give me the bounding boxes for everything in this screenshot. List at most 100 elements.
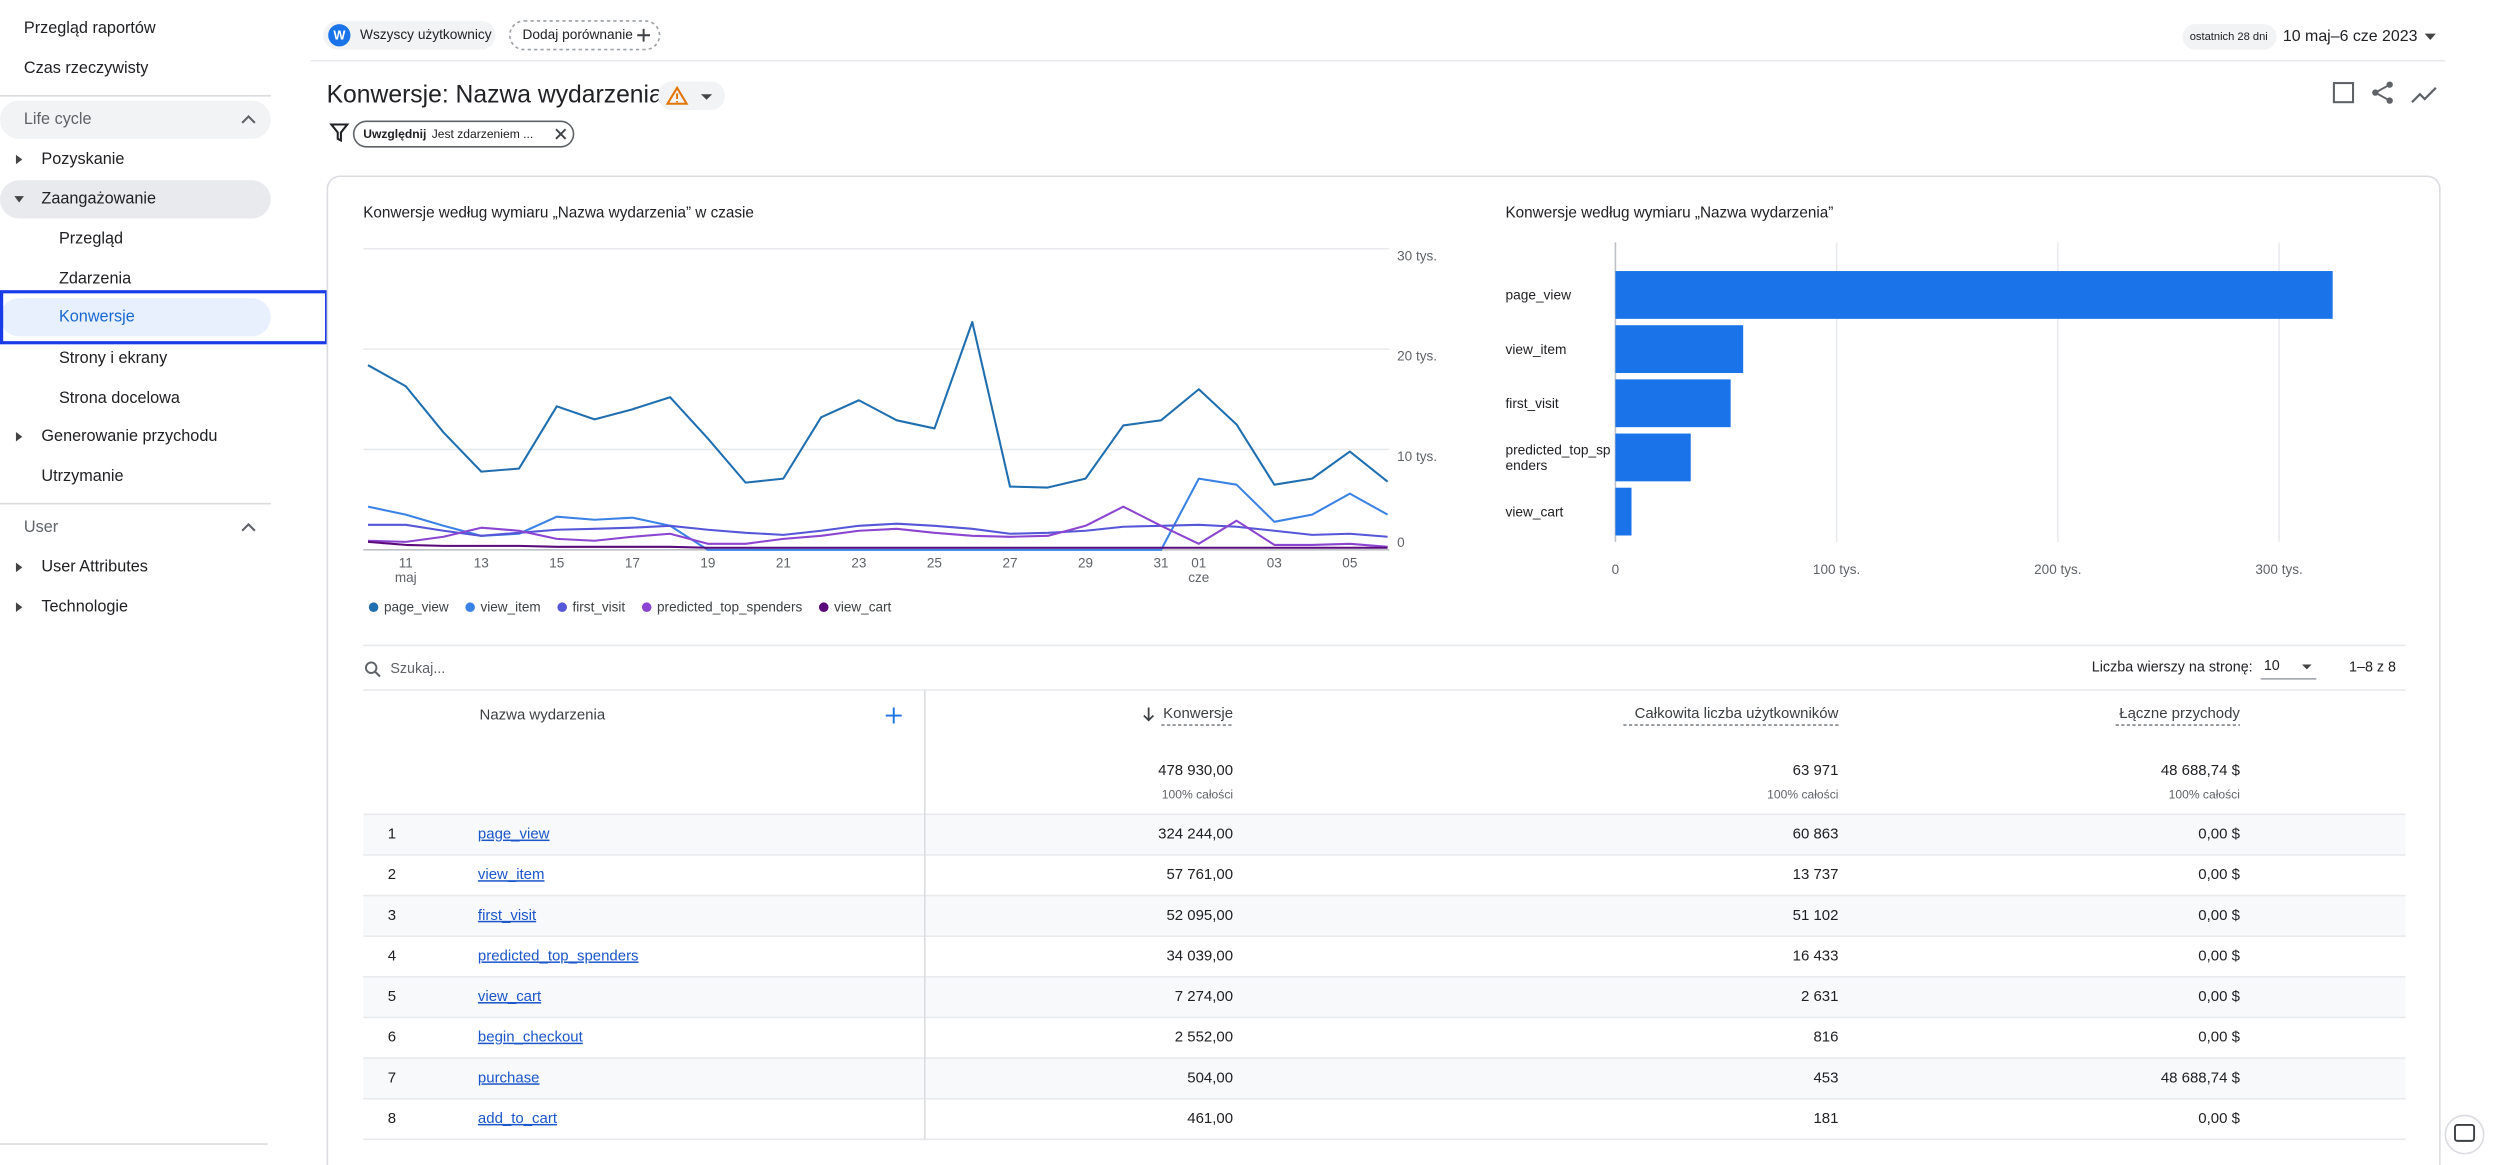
x-tick-label: 21 — [776, 556, 791, 571]
column-header[interactable]: Całkowita liczba użytkowników — [1635, 705, 1839, 722]
segment-label[interactable]: Wszyscy użytkownicy — [360, 27, 492, 42]
row-index: 5 — [388, 988, 396, 1005]
filter-chip[interactable] — [352, 120, 575, 148]
row-bg — [363, 895, 2406, 937]
row-index: 1 — [388, 826, 396, 843]
segment-chip[interactable] — [323, 20, 496, 50]
add-dimension[interactable] — [885, 707, 902, 724]
expander[interactable] — [15, 602, 23, 612]
nav-section[interactable]: User — [24, 518, 59, 536]
filter-label: Uwzględnij — [363, 127, 426, 141]
nav-item-selected[interactable]: Konwersje — [59, 308, 135, 326]
cell: 324 244,00 — [1158, 826, 1233, 843]
nav-item[interactable]: Generowanie przychodu — [41, 427, 217, 445]
row-index: 3 — [388, 907, 396, 924]
plus-icon[interactable] — [637, 28, 650, 42]
avatar — [328, 24, 351, 47]
report-title: Konwersje: Nazwa wydarzenia — [327, 81, 663, 108]
chevron[interactable] — [241, 522, 256, 532]
caret[interactable] — [2302, 664, 2312, 670]
nav-active-bg — [0, 180, 271, 219]
row-bg — [363, 1017, 2406, 1059]
row-link[interactable]: begin_checkout — [478, 1029, 584, 1046]
x-tick-label: 0 — [1612, 562, 1620, 577]
nav-item[interactable]: Przegląd raportów — [24, 19, 156, 37]
warning-chip[interactable] — [657, 81, 725, 111]
warning-icon — [665, 85, 689, 105]
section-bg — [0, 100, 271, 139]
feedback-icon — [2454, 1123, 2476, 1142]
y-tick-label-box: first_visit — [1505, 384, 1610, 422]
compare-label[interactable]: Dodaj porównanie — [523, 27, 633, 42]
expander[interactable] — [15, 154, 23, 165]
row-link[interactable]: purchase — [478, 1069, 540, 1086]
nav-item[interactable]: Zdarzenia — [59, 269, 132, 287]
search-input[interactable]: Szukaj... — [390, 661, 445, 677]
row-link[interactable]: view_item — [478, 866, 545, 883]
pagination: 1–8 z 8 — [2349, 660, 2396, 676]
row-bg — [363, 976, 2406, 1018]
date-range[interactable]: 10 maj–6 cze 2023 — [2283, 28, 2418, 45]
nav-item[interactable]: Pozyskanie — [41, 150, 124, 168]
nav-item[interactable]: Czas rzeczywisty — [24, 59, 149, 77]
row-link[interactable]: first_visit — [478, 907, 537, 924]
search-icon — [364, 661, 378, 674]
nav-item[interactable]: Strony i ekrany — [59, 349, 168, 367]
series-line — [367, 320, 1389, 489]
total-value: 478 930,00 — [1158, 762, 1233, 779]
nav-item[interactable]: Zaangażowanie — [41, 190, 156, 208]
caret[interactable] — [2424, 33, 2436, 41]
series-line — [367, 505, 1388, 548]
insights-icon[interactable] — [2411, 87, 2437, 103]
legend-label: view_item — [481, 600, 541, 615]
row-link[interactable]: page_view — [478, 826, 550, 843]
table: Szukaj... Liczba wierszy na stronę: 10 1… — [363, 658, 2406, 1141]
expander[interactable] — [15, 431, 23, 442]
close-icon[interactable] — [555, 128, 567, 140]
series-line — [367, 477, 1389, 551]
column-header[interactable]: Łączne przychody — [2119, 705, 2240, 722]
label-wrap: view_cart — [1505, 492, 1610, 530]
row-link[interactable]: view_cart — [478, 988, 542, 1005]
total-note: 100% całości — [1767, 787, 1838, 801]
y-tick-label-box: view_cart — [1505, 492, 1610, 530]
cell: 16 433 — [1793, 947, 1839, 964]
chevron[interactable] — [241, 115, 256, 124]
expander[interactable] — [15, 562, 23, 573]
y-tick-label: first_visit — [1505, 395, 1559, 412]
legend-swatch — [818, 602, 829, 612]
nav-item[interactable]: Przegląd — [59, 229, 123, 247]
expander[interactable] — [14, 196, 24, 203]
legend-swatch — [641, 602, 652, 612]
nav-item[interactable]: Technologie — [41, 597, 128, 615]
nav-item[interactable]: Strona docelowa — [59, 389, 181, 407]
sort-icon[interactable] — [1143, 707, 1155, 722]
edit-icon[interactable] — [2332, 82, 2355, 104]
bar — [1615, 271, 2333, 319]
label-wrap: view_item — [1505, 330, 1610, 368]
nav-item[interactable]: User Attributes — [41, 558, 147, 576]
row-index: 8 — [388, 1110, 396, 1127]
row-index: 7 — [388, 1069, 396, 1086]
x-tick-label: 01 — [1191, 556, 1206, 571]
nav-section[interactable]: Life cycle — [24, 110, 92, 128]
column-header[interactable]: Nazwa wydarzenia — [480, 706, 606, 723]
row-link[interactable]: predicted_top_spenders — [478, 947, 639, 964]
y-tick-label: view_item — [1505, 341, 1567, 358]
caret[interactable] — [700, 94, 713, 100]
y-tick-label: predicted_top_spenders — [1505, 441, 1611, 474]
legend-label: first_visit — [573, 600, 626, 615]
row-link[interactable]: add_to_cart — [478, 1110, 558, 1127]
column-header[interactable]: Konwersje — [1163, 705, 1233, 722]
cell: 0,00 $ — [2198, 826, 2240, 843]
y-tick-label-box: view_item — [1505, 330, 1610, 368]
x-tick-label: 05 — [1342, 556, 1357, 571]
row-bg — [363, 1098, 2406, 1140]
filter-icon[interactable] — [329, 123, 350, 143]
nav-item[interactable]: Utrzymanie — [41, 467, 123, 485]
feedback-button[interactable] — [2444, 1114, 2485, 1155]
label-wrap: first_visit — [1505, 384, 1610, 422]
x-tick-label: 100 tys. — [1813, 562, 1860, 577]
rows-per-page[interactable]: 10 — [2264, 658, 2280, 674]
compare-chip[interactable] — [508, 20, 661, 51]
